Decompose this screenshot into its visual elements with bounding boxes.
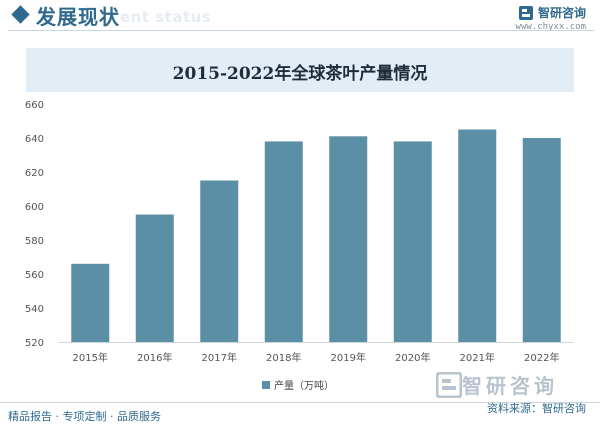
brand: 智研咨询 www.chyxx.com (516, 4, 586, 32)
x-tick-label: 2022年 (524, 351, 559, 364)
y-tick-label: 520 (25, 338, 44, 349)
bar (329, 136, 368, 342)
y-tick-label: 560 (25, 270, 44, 281)
header: 发展现状 ent status 智研咨询 www.chyxx.com (0, 0, 600, 36)
watermark-brand: 智研咨询 (436, 370, 558, 399)
x-tick-label: 2015年 (73, 351, 108, 364)
footer-divider (0, 402, 600, 403)
section-subtitle-en: ent status (120, 8, 212, 26)
watermark-brand-name: 智研咨询 (462, 374, 558, 398)
bar (458, 129, 497, 342)
legend-swatch (262, 381, 270, 389)
chart-title-banner: 2015-2022年全球茶叶产量情况 (26, 48, 574, 92)
section-title: 发展现状 (36, 5, 120, 29)
bar (200, 180, 239, 342)
y-axis: 520 540 560 580 600 620 640 660 (25, 100, 44, 349)
header-divider (8, 30, 594, 31)
bar (522, 138, 561, 342)
footer-source: 资料来源：智研咨询 (487, 402, 586, 415)
brand-url: www.chyxx.com (515, 22, 586, 32)
y-tick-label: 640 (25, 134, 44, 145)
y-tick-label: 600 (25, 202, 44, 213)
x-tick-label: 2016年 (137, 351, 172, 364)
x-tick-label: 2018年 (266, 351, 301, 364)
bar (71, 263, 110, 342)
x-tick-label: 2019年 (331, 351, 366, 364)
y-tick-label: 580 (25, 236, 44, 247)
x-axis: 2015年 2016年 2017年 2018年 2019年 2020年 2021年 2022年 (58, 342, 574, 364)
chart-title: 2015-2022年全球茶叶产量情况 (172, 64, 428, 84)
bar (135, 214, 174, 342)
legend: 产量（万吨） (262, 379, 334, 392)
x-tick-label: 2017年 (202, 351, 237, 364)
brand-logo-icon (518, 5, 533, 20)
x-tick-label: 2020年 (395, 351, 430, 364)
footer-services: 精品报告 · 专项定制 · 品质服务 (8, 410, 161, 423)
y-tick-label: 620 (25, 168, 44, 179)
bar (264, 141, 303, 342)
bars (71, 129, 561, 342)
y-tick-label: 540 (25, 304, 44, 315)
legend-label: 产量（万吨） (274, 379, 334, 392)
x-tick-label: 2021年 (460, 351, 495, 364)
watermark-logo-icon (436, 371, 462, 398)
bar (393, 141, 432, 342)
brand-name: 智研咨询 (537, 6, 586, 20)
y-tick-label: 660 (25, 100, 44, 111)
